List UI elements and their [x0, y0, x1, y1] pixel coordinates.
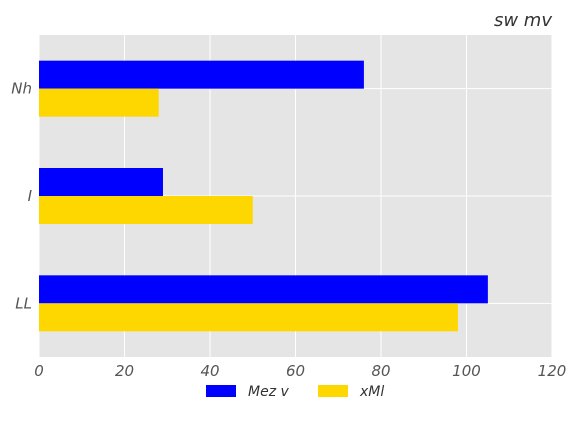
- legend-label: Mez v: [248, 384, 289, 400]
- x-tick-label: 0: [34, 362, 44, 380]
- y-tick-label: LL: [15, 294, 32, 312]
- legend: Mez v xMl: [206, 384, 384, 400]
- x-tick-label: 120: [538, 362, 567, 380]
- bar: [39, 196, 253, 224]
- bar: [39, 60, 364, 89]
- bars: [39, 60, 488, 332]
- x-tick-label: 80: [371, 362, 390, 380]
- y-tick-label: Nh: [11, 80, 32, 98]
- legend-swatch: [318, 385, 348, 397]
- bar: [39, 168, 163, 196]
- bar: [39, 88, 159, 117]
- chart-title: sw mv: [494, 10, 552, 31]
- x-axis-ticks: 0 20 40 60 80 100 120: [34, 362, 566, 380]
- bar: [39, 303, 458, 332]
- bar: [39, 275, 488, 304]
- legend-swatch: [206, 385, 236, 397]
- x-tick-label: 100: [452, 362, 481, 380]
- x-tick-label: 40: [200, 362, 219, 380]
- x-tick-label: 60: [286, 362, 305, 380]
- y-axis-ticks: Nh I LL: [11, 80, 32, 313]
- x-tick-label: 20: [115, 362, 134, 380]
- legend-label: xMl: [359, 384, 384, 400]
- y-tick-label: I: [28, 187, 33, 205]
